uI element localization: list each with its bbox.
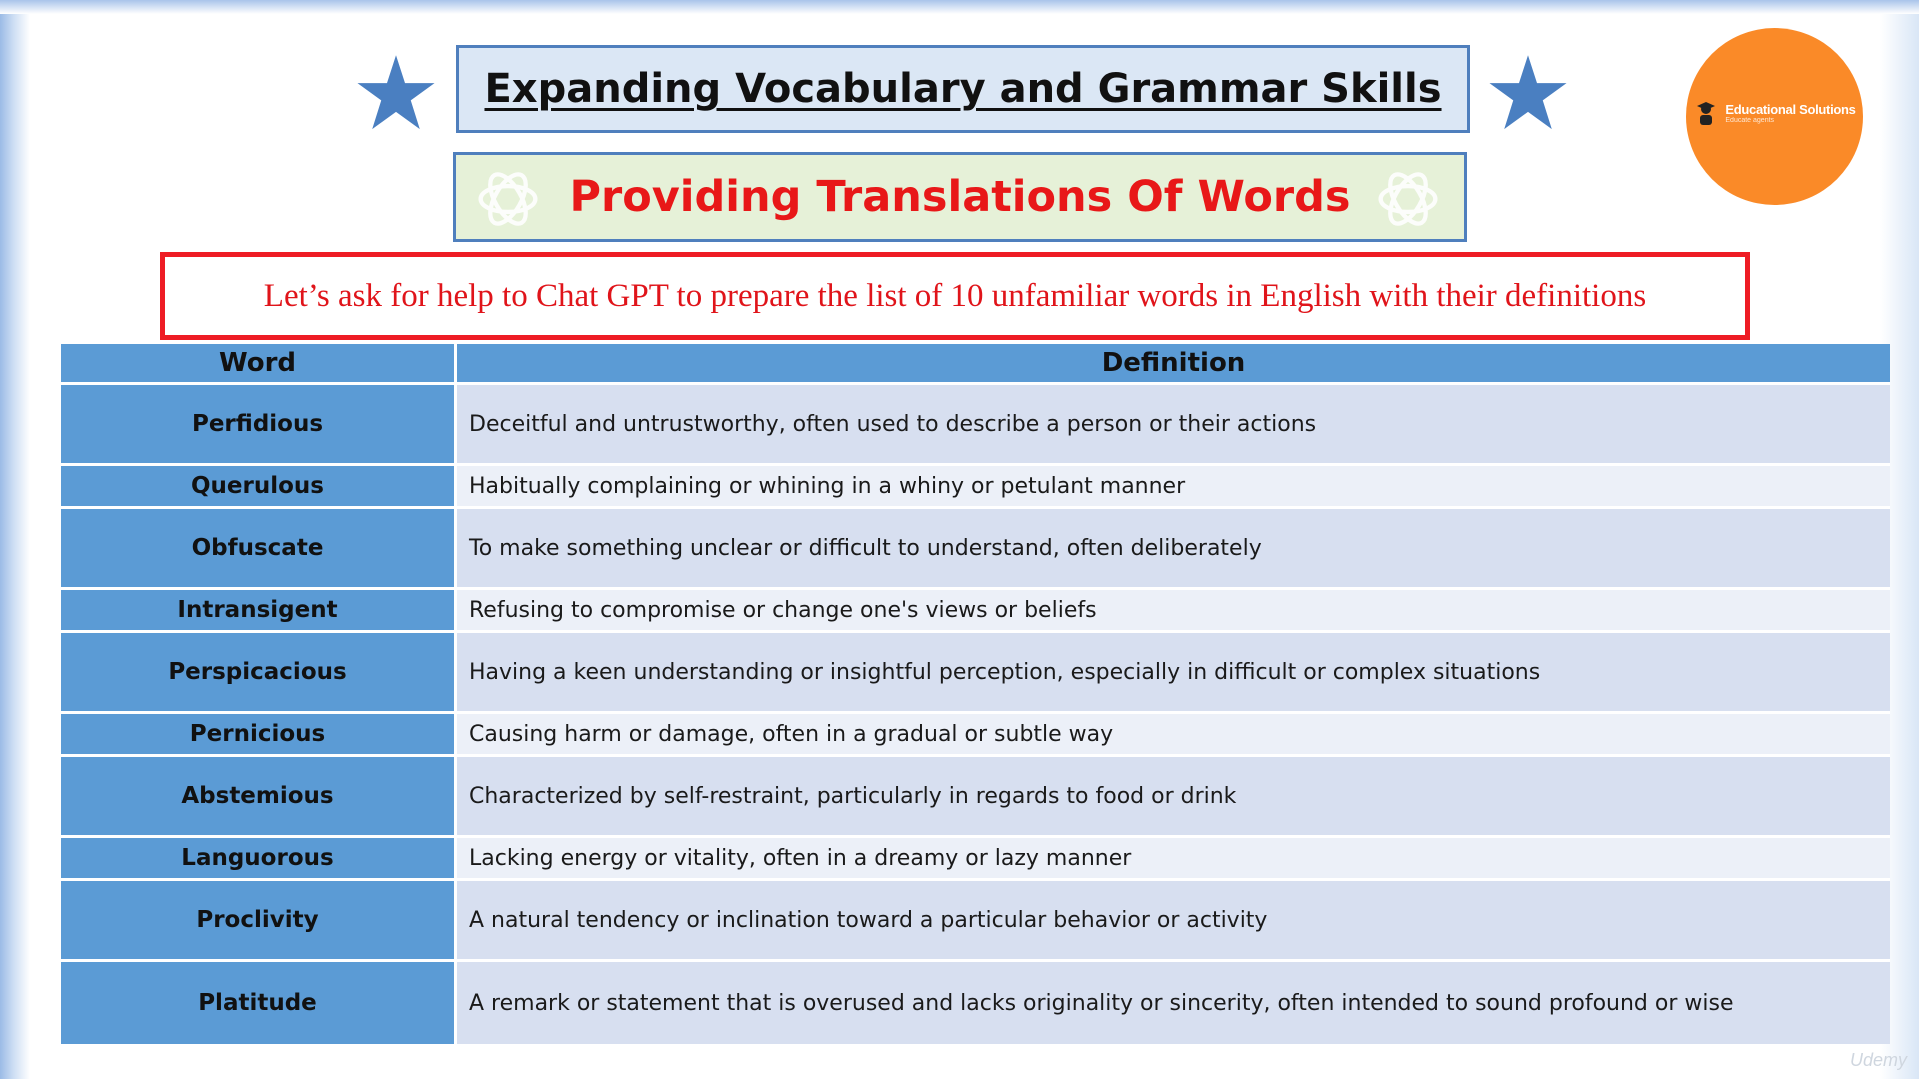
vocabulary-table: Word Definition Perfidious Deceitful and…: [61, 344, 1890, 1044]
table-row: Proclivity A natural tendency or inclina…: [61, 878, 1890, 959]
definition-cell: Causing harm or damage, often in a gradu…: [457, 714, 1890, 754]
header-definition: Definition: [1101, 348, 1246, 378]
subtitle-box: Providing Translations Of Words: [453, 152, 1467, 242]
table-row: Languorous Lacking energy or vitality, o…: [61, 835, 1890, 878]
prompt-text: Let’s ask for help to Chat GPT to prepar…: [263, 277, 1647, 314]
definition-cell: Characterized by self-restraint, particu…: [457, 757, 1890, 835]
page-title: Expanding Vocabulary and Grammar Skills: [484, 66, 1442, 112]
table-row: Platitude A remark or statement that is …: [61, 959, 1890, 1044]
definition-cell: A remark or statement that is overused a…: [457, 962, 1890, 1044]
table-header: Word Definition: [61, 344, 1890, 382]
definition-cell: Having a keen understanding or insightfu…: [457, 633, 1890, 711]
table-row: Perspicacious Having a keen understandin…: [61, 630, 1890, 711]
word-cell: Querulous: [61, 466, 457, 506]
udemy-watermark: Udemy: [1849, 1050, 1907, 1070]
definition-cell: A natural tendency or inclination toward…: [457, 881, 1890, 959]
word-cell: Platitude: [61, 962, 457, 1044]
table-row: Obfuscate To make something unclear or d…: [61, 506, 1890, 587]
openai-logo-icon-right: [1378, 172, 1438, 226]
logo-name: Educational Solutions: [1725, 101, 1856, 117]
word-cell: Perspicacious: [61, 633, 457, 711]
table-row: Querulous Habitually complaining or whin…: [61, 463, 1890, 506]
definition-cell: Deceitful and untrustworthy, often used …: [457, 385, 1890, 463]
table-row: Abstemious Characterized by self-restrai…: [61, 754, 1890, 835]
table-row: Pernicious Causing harm or damage, often…: [61, 711, 1890, 754]
prompt-box: Let’s ask for help to Chat GPT to prepar…: [160, 252, 1750, 340]
logo-tagline: Educate agents: [1725, 116, 1775, 124]
table-row: Intransigent Refusing to compromise or c…: [61, 587, 1890, 630]
definition-cell: Lacking energy or vitality, often in a d…: [457, 838, 1890, 878]
page-subtitle: Providing Translations Of Words: [569, 172, 1351, 222]
table-row: Perfidious Deceitful and untrustworthy, …: [61, 382, 1890, 463]
word-cell: Obfuscate: [61, 509, 457, 587]
word-cell: Perfidious: [61, 385, 457, 463]
openai-logo-icon-left: [478, 172, 538, 226]
word-cell: Intransigent: [61, 590, 457, 630]
definition-cell: Refusing to compromise or change one's v…: [457, 590, 1890, 630]
word-cell: Proclivity: [61, 881, 457, 959]
graduate-icon: [1697, 101, 1716, 125]
star-icon-right: [1489, 55, 1567, 130]
word-cell: Pernicious: [61, 714, 457, 754]
star-icon-left: [357, 55, 435, 130]
top-band: [0, 0, 1919, 14]
title-box: Expanding Vocabulary and Grammar Skills: [456, 45, 1470, 133]
word-cell: Languorous: [61, 838, 457, 878]
brand-logo: Educational Solutions Educate agents: [1686, 28, 1863, 205]
word-cell: Abstemious: [61, 757, 457, 835]
definition-cell: To make something unclear or difficult t…: [457, 509, 1890, 587]
header-word: Word: [61, 344, 457, 382]
definition-cell: Habitually complaining or whining in a w…: [457, 466, 1890, 506]
